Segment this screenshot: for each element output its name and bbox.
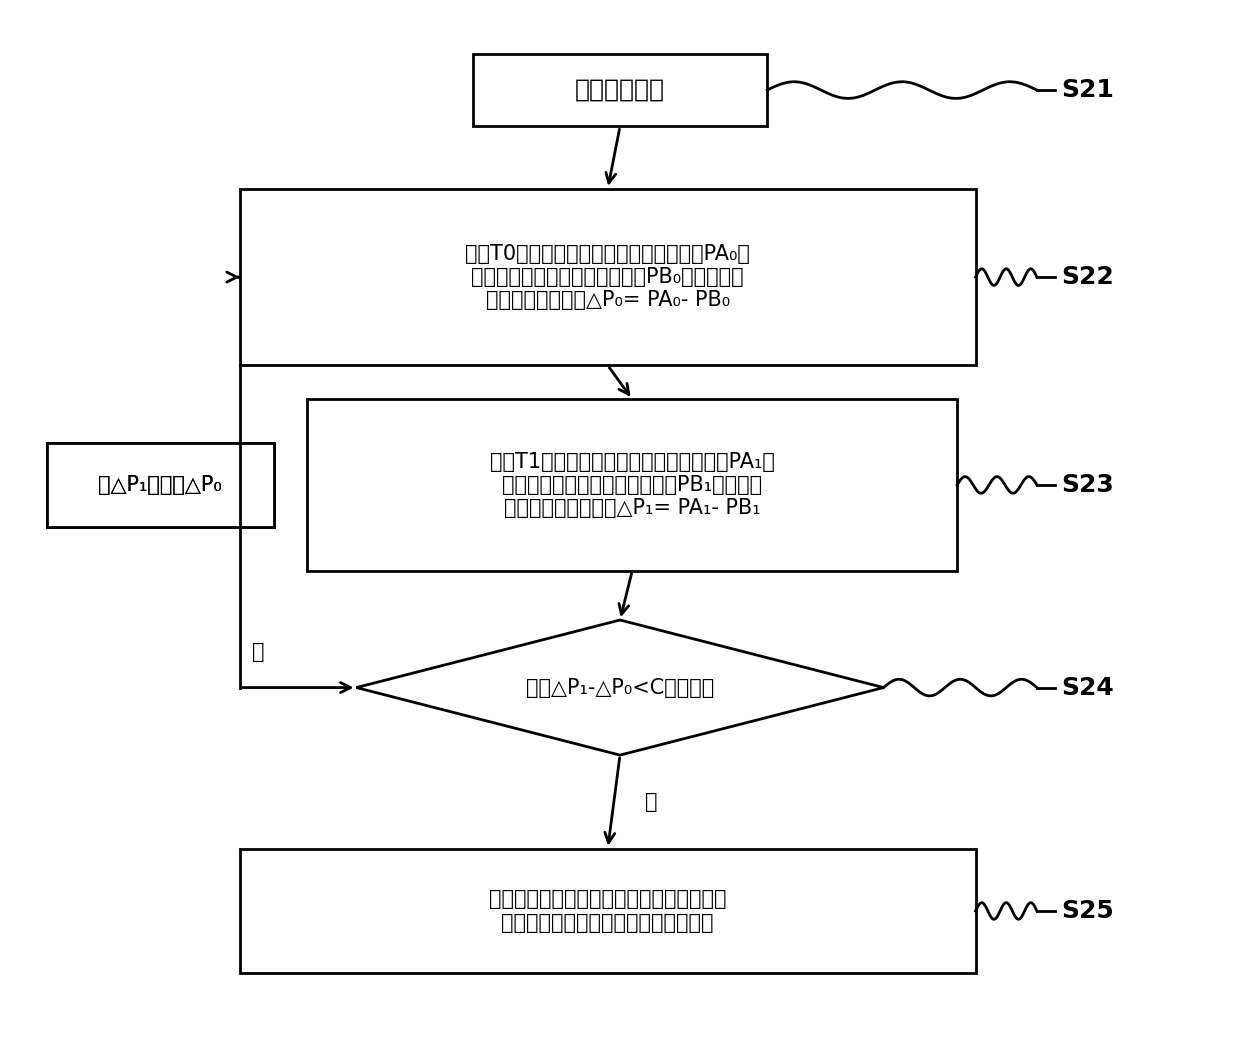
- Text: 将△P₁赋值为△P₀: 将△P₁赋值为△P₀: [98, 475, 222, 495]
- FancyBboxPatch shape: [47, 443, 274, 526]
- Text: 则判断为燃气泄漏，发出报警，关闭燃气总
管，并切断燃气设备所在空间内的强电: 则判断为燃气泄漏，发出报警，关闭燃气总 管，并切断燃气设备所在空间内的强电: [489, 890, 727, 933]
- Text: 获取T0时刻的第一检测装置检测的压力值PA₀，
以及第二检测装置检测的压力值PB₀，并计算检
测的压力值的差值△P₀= PA₀- PB₀: 获取T0时刻的第一检测装置检测的压力值PA₀， 以及第二检测装置检测的压力值PB…: [465, 244, 750, 311]
- Text: S23: S23: [1061, 473, 1115, 497]
- Text: 获取T1时刻的第一检测装置检测的压力值PA₁，
以及第二检测装置检测的压力值PB₁，并计算
检测的压力值的差值△P₁= PA₁- PB₁: 获取T1时刻的第一检测装置检测的压力值PA₁， 以及第二检测装置检测的压力值PB…: [490, 452, 775, 518]
- Text: 否: 否: [645, 792, 657, 812]
- Text: S25: S25: [1061, 899, 1115, 923]
- Text: 是: 是: [252, 641, 264, 661]
- FancyBboxPatch shape: [239, 188, 976, 365]
- FancyBboxPatch shape: [47, 443, 274, 526]
- Text: S21: S21: [1061, 78, 1115, 102]
- Text: 将△P₁赋值为△P₀: 将△P₁赋值为△P₀: [98, 475, 222, 495]
- FancyBboxPatch shape: [472, 54, 768, 126]
- Text: 燃气设备上电: 燃气设备上电: [575, 78, 665, 102]
- Text: 判断△P₁-△P₀<C是否成立: 判断△P₁-△P₀<C是否成立: [526, 677, 714, 697]
- FancyBboxPatch shape: [308, 399, 957, 571]
- FancyBboxPatch shape: [239, 849, 976, 973]
- Text: S22: S22: [1061, 265, 1115, 290]
- Polygon shape: [356, 620, 884, 755]
- Text: S24: S24: [1061, 676, 1115, 699]
